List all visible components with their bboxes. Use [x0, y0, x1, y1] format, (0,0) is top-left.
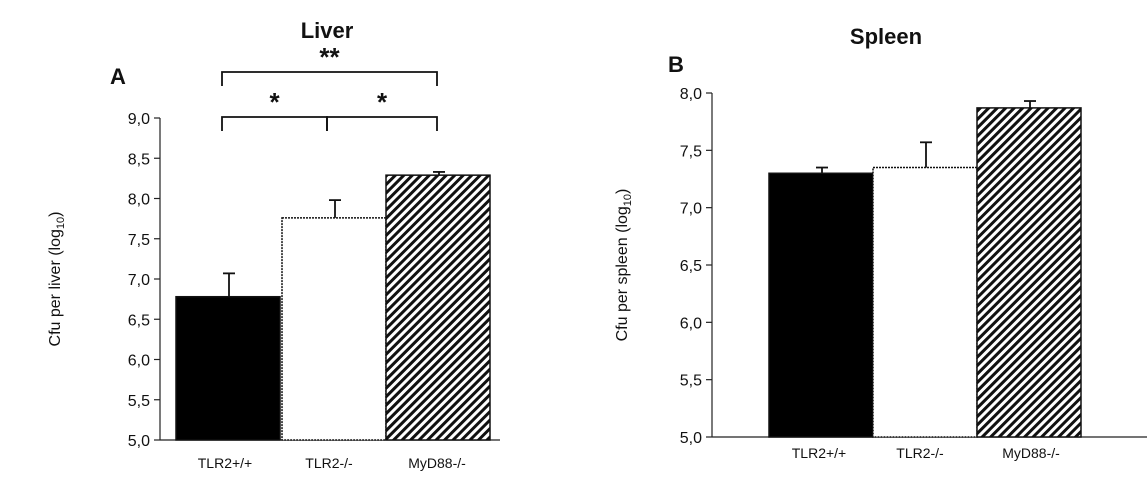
y-tick-label: 8,0 [128, 192, 150, 209]
significance-bracket [221, 116, 328, 131]
y-tick-label: 5,5 [680, 373, 702, 390]
x-tick-label: TLR2-/- [896, 445, 944, 461]
significance-bracket [221, 71, 438, 86]
x-tick-label: TLR2+/+ [792, 445, 846, 461]
y-tick-label: 5,0 [680, 430, 702, 447]
y-axis-label-main: Cfu per liver (log [47, 229, 64, 346]
y-tick-label: 6,5 [128, 312, 150, 329]
significance-label: * [269, 87, 280, 117]
x-tick-label: TLR2+/+ [198, 455, 252, 471]
x-tick-label: MyD88-/- [408, 455, 466, 471]
x-tick-label: TLR2-/- [305, 455, 353, 471]
y-tick-label: 6,5 [680, 258, 702, 275]
y-tick-label: 5,5 [128, 393, 150, 410]
y-axis-label-sub: 10 [55, 217, 67, 229]
y-axis-label-sub: 10 [622, 194, 634, 206]
bar-MyD88-/- [385, 174, 491, 441]
y-tick-label: 5,0 [128, 433, 150, 450]
bar-TLR2-/- [281, 217, 387, 441]
significance-label: ** [319, 42, 340, 72]
significance-bracket [326, 116, 438, 131]
y-tick-label: 8,5 [128, 151, 150, 168]
y-tick-label: 7,5 [128, 232, 150, 249]
x-tick-label: MyD88-/- [1002, 445, 1060, 461]
y-tick-label: 8,0 [680, 86, 702, 103]
chart-title: Liver [301, 18, 354, 43]
y-axis-label-main: Cfu per spleen (log [614, 206, 631, 341]
y-axis-label-close: ) [614, 189, 631, 194]
bar-TLR2-/- [872, 166, 978, 438]
y-axis-label-close: ) [47, 212, 64, 217]
significance-label: * [377, 87, 388, 117]
y-axis-label: Cfu per spleen (log10) [614, 189, 634, 342]
chart-title: Spleen [850, 24, 922, 49]
y-tick-label: 6,0 [680, 315, 702, 332]
y-tick-label: 7,5 [680, 143, 702, 160]
y-tick-label: 7,0 [128, 272, 150, 289]
y-tick-label: 9,0 [128, 111, 150, 128]
y-tick-label: 6,0 [128, 353, 150, 370]
bar-MyD88-/- [976, 107, 1082, 438]
y-tick-label: 7,0 [680, 201, 702, 218]
bar-TLR2+/+ [768, 172, 874, 438]
bar-TLR2+/+ [175, 295, 281, 441]
y-axis-label: Cfu per liver (log10) [47, 212, 67, 347]
panel-label: B [668, 52, 684, 77]
chart-panel-b: Spleen B 5,0 5,5 6,0 6,5 7,0 7,5 8,0 Cfu per sple… [614, 24, 1147, 461]
panel-label: A [110, 64, 126, 89]
chart-panel-a: Liver A 5,0 5,5 6,0 6,5 7,0 7,5 8,0 8,5 9,0 Cfu per… [47, 18, 500, 471]
